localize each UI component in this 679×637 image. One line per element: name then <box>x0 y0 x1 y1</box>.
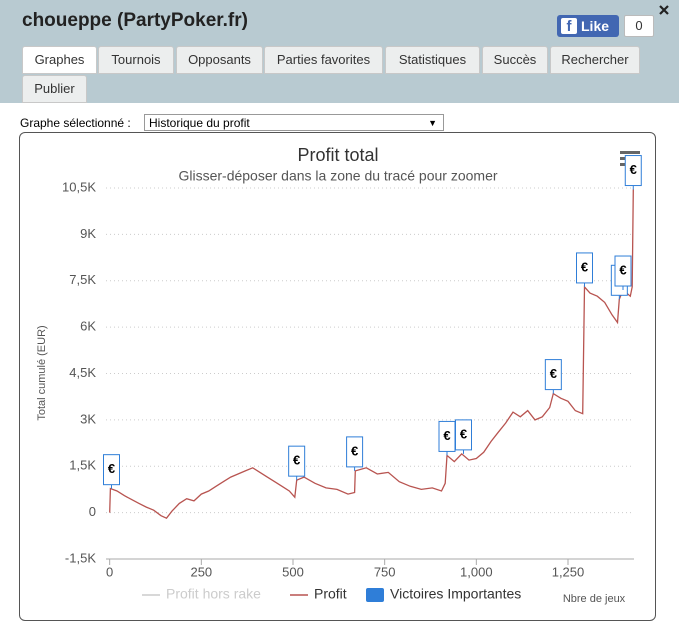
flag-label: € <box>293 453 300 468</box>
flag: € <box>438 420 456 456</box>
legend-item[interactable]: Profit hors rake <box>142 586 261 602</box>
y-tick-label: 4,5K <box>69 365 96 380</box>
graph-select[interactable]: Historique du profit ▼ <box>144 114 444 131</box>
legend-item[interactable]: Profit <box>290 586 347 602</box>
tab[interactable]: Statistiques <box>385 46 480 74</box>
flag: € <box>288 445 306 481</box>
flag-box <box>544 359 562 391</box>
chart-subtitle: Glisser-déposer dans la zone du tracé po… <box>178 168 497 184</box>
y-tick-label: 9K <box>80 226 96 241</box>
flag-label: € <box>443 428 450 443</box>
flag-label: € <box>630 162 637 177</box>
chart-frame <box>19 132 656 621</box>
player-title: choueppe (PartyPoker.fr) <box>22 10 248 31</box>
flag-box <box>346 436 364 468</box>
x-axis-label: Nbre de jeux <box>563 593 626 605</box>
flag: € <box>614 255 632 291</box>
legend-item[interactable]: Victoires Importantes <box>366 586 521 602</box>
y-tick-label: 6K <box>80 319 96 334</box>
tab[interactable]: Succès <box>482 46 548 74</box>
x-tick-label: 1,250 <box>552 564 585 579</box>
flag: € <box>455 419 472 454</box>
flag-box <box>576 252 593 284</box>
flag-box <box>624 155 642 187</box>
flag-label: € <box>351 443 358 458</box>
chart-title: Profit total <box>297 145 378 165</box>
x-tick-label: 1,000 <box>460 564 493 579</box>
flag: € <box>103 454 120 489</box>
profit-line <box>109 189 634 520</box>
flag-box <box>455 419 472 451</box>
flag-label: € <box>619 262 626 277</box>
tab[interactable]: Parties favorites <box>264 46 383 74</box>
flag-box <box>103 454 120 486</box>
like-label: Like <box>581 18 610 34</box>
y-tick-label: -1,5K <box>65 550 96 565</box>
flag: € <box>624 155 642 190</box>
select-arrow: ▼ <box>428 118 437 128</box>
like-count: 0 <box>624 15 654 37</box>
y-tick-label: 3K <box>80 411 96 426</box>
x-tick-label: 750 <box>374 564 396 579</box>
tab[interactable]: Publier <box>22 75 87 103</box>
legend-swatch <box>366 588 384 602</box>
flag-label: € <box>550 366 557 381</box>
tab[interactable]: Opposants <box>176 46 263 74</box>
select-value: Historique du profit <box>149 116 250 130</box>
y-tick-label: 7,5K <box>69 272 96 287</box>
y-tick-label: 1,5K <box>69 458 96 473</box>
flag: € <box>544 359 562 394</box>
flag: € <box>346 436 364 471</box>
x-tick-label: 250 <box>190 564 212 579</box>
x-tick-label: 0 <box>106 564 113 579</box>
tab[interactable]: Tournois <box>98 46 174 74</box>
tab[interactable]: Rechercher <box>550 46 640 74</box>
y-tick-label: 0 <box>89 504 96 519</box>
close-button[interactable] <box>657 3 671 17</box>
legend-label: Profit hors rake <box>166 586 261 602</box>
selector-label: Graphe sélectionné : <box>20 116 131 130</box>
flag-label: € <box>581 259 588 274</box>
fb-icon: f <box>561 18 577 35</box>
legend-label: Profit <box>314 586 347 602</box>
y-tick-label: 10,5K <box>62 179 96 194</box>
tab[interactable]: Graphes <box>22 46 97 74</box>
flag-label: € <box>460 426 467 441</box>
flag: € <box>576 252 593 287</box>
flag-box <box>614 255 632 287</box>
flag-label: € <box>108 461 115 476</box>
legend-label: Victoires Importantes <box>390 586 521 602</box>
y-axis-label: Total cumulé (EUR) <box>36 325 48 420</box>
flag-box <box>288 445 306 477</box>
x-tick-label: 500 <box>282 564 304 579</box>
like-button[interactable]: f Like <box>557 15 619 37</box>
